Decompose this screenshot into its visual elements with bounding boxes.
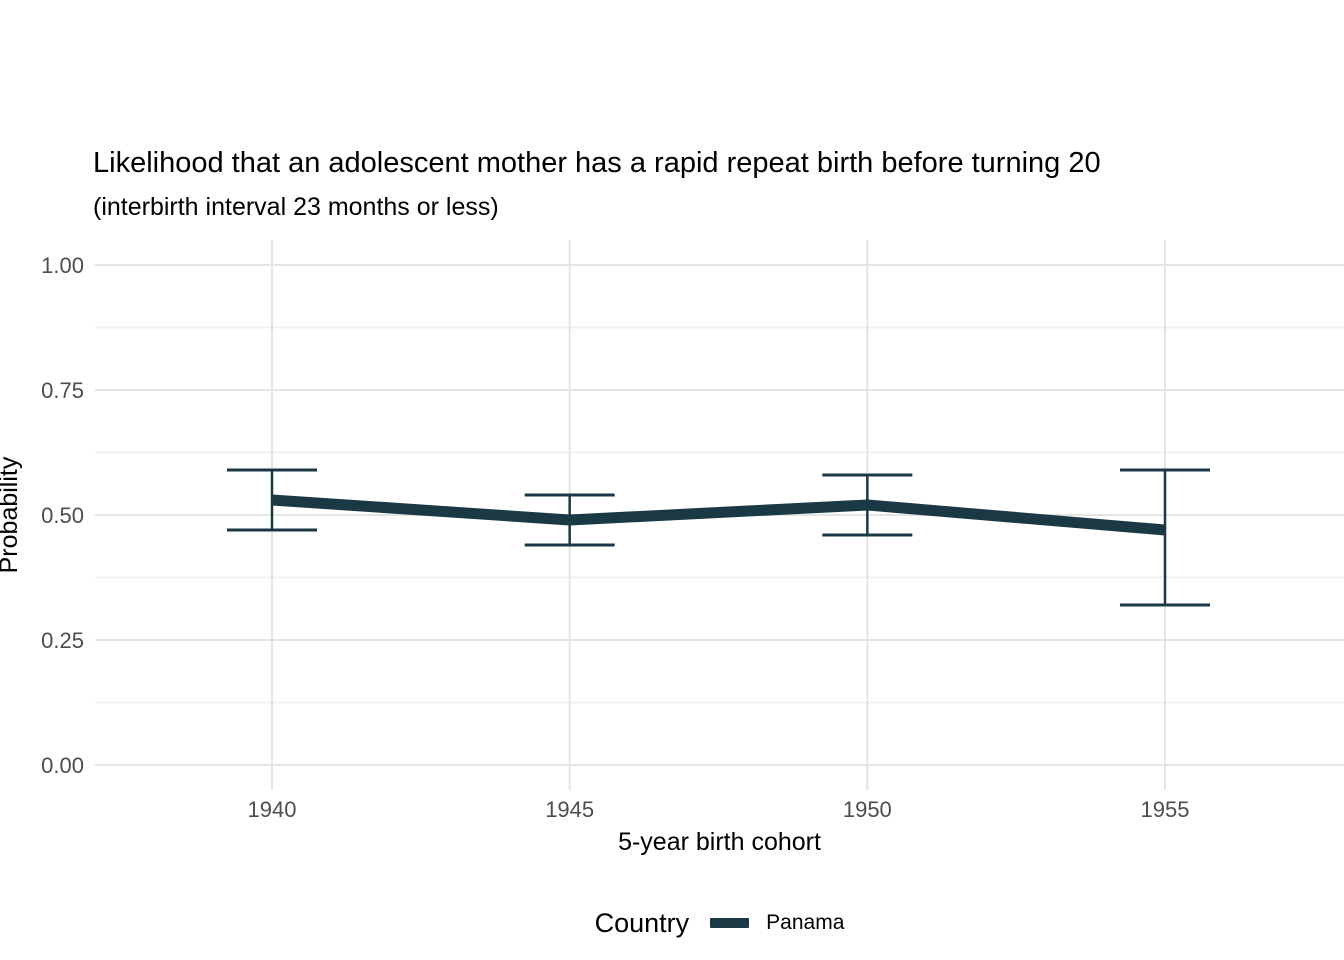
y-tick-label: 0.00 (41, 753, 84, 778)
x-tick-label: 1955 (1141, 797, 1190, 822)
x-axis-title: 5-year birth cohort (618, 828, 821, 856)
x-tick-label: 1945 (545, 797, 594, 822)
y-axis-title: Probability (0, 456, 23, 574)
x-tick-label: 1950 (843, 797, 892, 822)
y-tick-label: 0.75 (41, 378, 84, 403)
plot-subtitle: (interbirth interval 23 months or less) (93, 193, 499, 221)
legend-line-swatch (710, 918, 750, 928)
data-line-panama (271, 494, 1166, 536)
x-tick-label: 1940 (248, 797, 297, 822)
y-tick-label: 0.25 (41, 628, 84, 653)
y-tick-label: 1.00 (41, 253, 84, 278)
legend-item-label: Panama (766, 911, 845, 934)
legend-title: Country (594, 907, 690, 938)
plot-title: Likelihood that an adolescent mother has… (93, 147, 1101, 179)
legend: Country Panama (95, 905, 1344, 941)
y-tick-label: 0.50 (41, 503, 84, 528)
